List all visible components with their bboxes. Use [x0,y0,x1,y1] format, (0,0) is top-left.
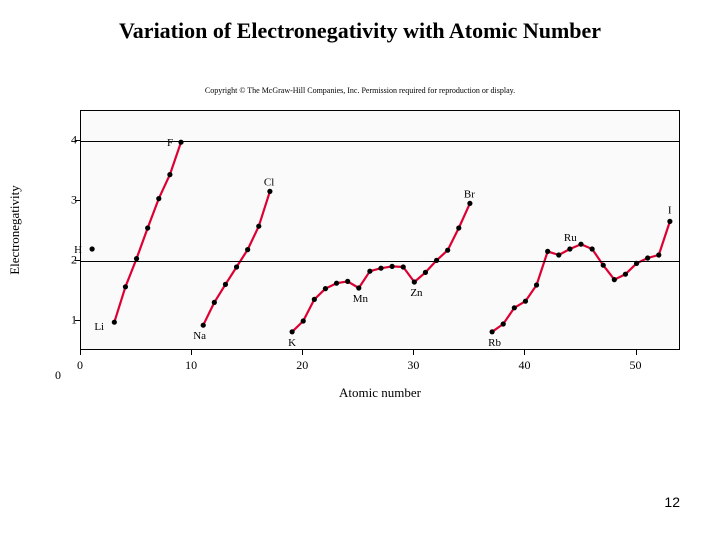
series-line [203,191,270,325]
data-point [323,286,328,291]
y-tick-mark [75,260,80,261]
data-point [367,269,372,274]
data-point [612,277,617,282]
element-label: Ru [564,232,577,244]
gridline [81,261,679,262]
page-number: 12 [664,494,680,510]
plot-area: HFLiClNaKMnZnBrRbRuI [80,110,680,350]
data-point [512,305,517,310]
y-tick-mark [75,200,80,201]
data-point [123,284,128,289]
data-point [167,172,172,177]
element-label: Cl [264,176,274,188]
data-point [423,270,428,275]
x-tick-label: 50 [630,358,642,373]
data-point [345,279,350,284]
gridline [81,141,679,142]
data-point [456,225,461,230]
x-tick-mark [636,350,637,355]
x-tick-label: 40 [518,358,530,373]
x-tick-label: 0 [77,358,83,373]
element-label: Zn [410,287,423,299]
data-point [301,318,306,323]
data-point [378,266,383,271]
data-point [534,282,539,287]
electronegativity-chart: Electronegativity HFLiClNaKMnZnBrRbRuI 0… [25,100,695,400]
data-point [567,246,572,251]
data-point [90,246,95,251]
y-tick-mark [75,140,80,141]
series-line [492,221,670,331]
copyright-text: Copyright © The McGraw-Hill Companies, I… [0,86,720,95]
data-point [401,264,406,269]
y-axis-label: Electronegativity [7,185,23,275]
x-tick-label: 20 [296,358,308,373]
data-point [112,320,117,325]
data-point [656,252,661,257]
series-line [114,142,181,322]
data-point [234,264,239,269]
data-point [290,329,295,334]
page-title: Variation of Electronegativity with Atom… [0,18,720,44]
data-point [312,297,317,302]
x-tick-mark [191,350,192,355]
data-point [212,300,217,305]
data-point [578,242,583,247]
element-label: Li [94,321,104,333]
element-label: Na [193,330,206,342]
data-point [390,264,395,269]
element-label: Rb [488,337,501,349]
data-point [545,249,550,254]
x-tick-label: 10 [185,358,197,373]
data-point [156,196,161,201]
data-point [245,247,250,252]
data-point [490,329,495,334]
data-point [601,263,606,268]
data-point [223,282,228,287]
data-point [623,272,628,277]
data-point [267,189,272,194]
data-point [501,321,506,326]
x-tick-mark [80,350,81,355]
data-point [201,323,206,328]
x-tick-mark [524,350,525,355]
data-point [645,255,650,260]
data-point [145,225,150,230]
y-tick-mark [75,320,80,321]
x-axis-label: Atomic number [80,385,680,401]
data-point [334,281,339,286]
data-point [590,246,595,251]
x-tick-mark [302,350,303,355]
data-point [556,252,561,257]
data-point [445,248,450,253]
data-point [412,279,417,284]
element-label: Mn [353,293,369,305]
data-point [523,299,528,304]
x-tick-mark [413,350,414,355]
data-point [667,219,672,224]
x-tick-label: 30 [407,358,419,373]
chart-svg: HFLiClNaKMnZnBrRbRuI [81,111,679,349]
element-label: F [167,137,173,149]
element-label: I [668,204,672,216]
zero-origin-label: 0 [55,368,61,383]
data-point [467,201,472,206]
element-label: Br [464,188,475,200]
data-point [356,285,361,290]
element-label: K [288,337,296,349]
data-point [256,224,261,229]
